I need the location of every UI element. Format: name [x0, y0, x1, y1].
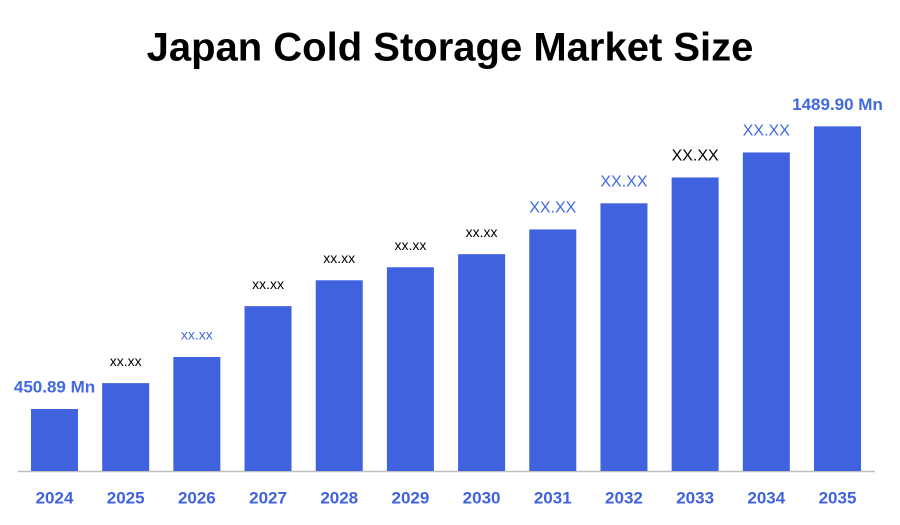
bar	[386, 267, 434, 471]
value-label: xx.xx	[466, 224, 498, 240]
bar	[742, 152, 790, 471]
value-label: XX.XX	[743, 123, 790, 140]
x-tick-label: 2026	[178, 488, 216, 507]
x-tick-label: 2034	[747, 488, 785, 507]
x-tick-label: 2029	[391, 488, 429, 507]
bar	[173, 357, 221, 471]
x-tick-label: 2030	[463, 488, 501, 507]
bar	[600, 203, 648, 471]
value-label: XX.XX	[529, 200, 576, 217]
chart-title: Japan Cold Storage Market Size	[147, 26, 754, 70]
bar	[244, 306, 292, 471]
value-label: 450.89 Mn	[14, 377, 95, 396]
value-label: 1489.90 Mn	[792, 95, 883, 114]
x-tick-label: 2024	[36, 488, 74, 507]
value-label: XX.XX	[600, 174, 647, 191]
x-tick-label: 2027	[249, 488, 287, 507]
value-label: xx.xx	[110, 353, 142, 369]
value-label: xx.xx	[394, 237, 426, 253]
bar	[814, 126, 861, 472]
bar	[671, 177, 719, 471]
x-tick-label: 2031	[534, 488, 572, 507]
value-label: xx.xx	[323, 250, 355, 266]
bar	[102, 383, 150, 471]
x-tick-label: 2025	[107, 488, 145, 507]
value-label: XX.XX	[672, 148, 719, 165]
value-label: xx.xx	[181, 327, 213, 343]
bar	[31, 409, 78, 471]
x-tick-label: 2035	[819, 488, 857, 507]
x-tick-label: 2033	[676, 488, 714, 507]
bar	[529, 229, 577, 471]
bar	[458, 254, 506, 471]
x-tick-label: 2028	[320, 488, 358, 507]
value-label: xx.xx	[252, 276, 284, 292]
x-tick-label: 2032	[605, 488, 643, 507]
bar	[315, 280, 363, 471]
